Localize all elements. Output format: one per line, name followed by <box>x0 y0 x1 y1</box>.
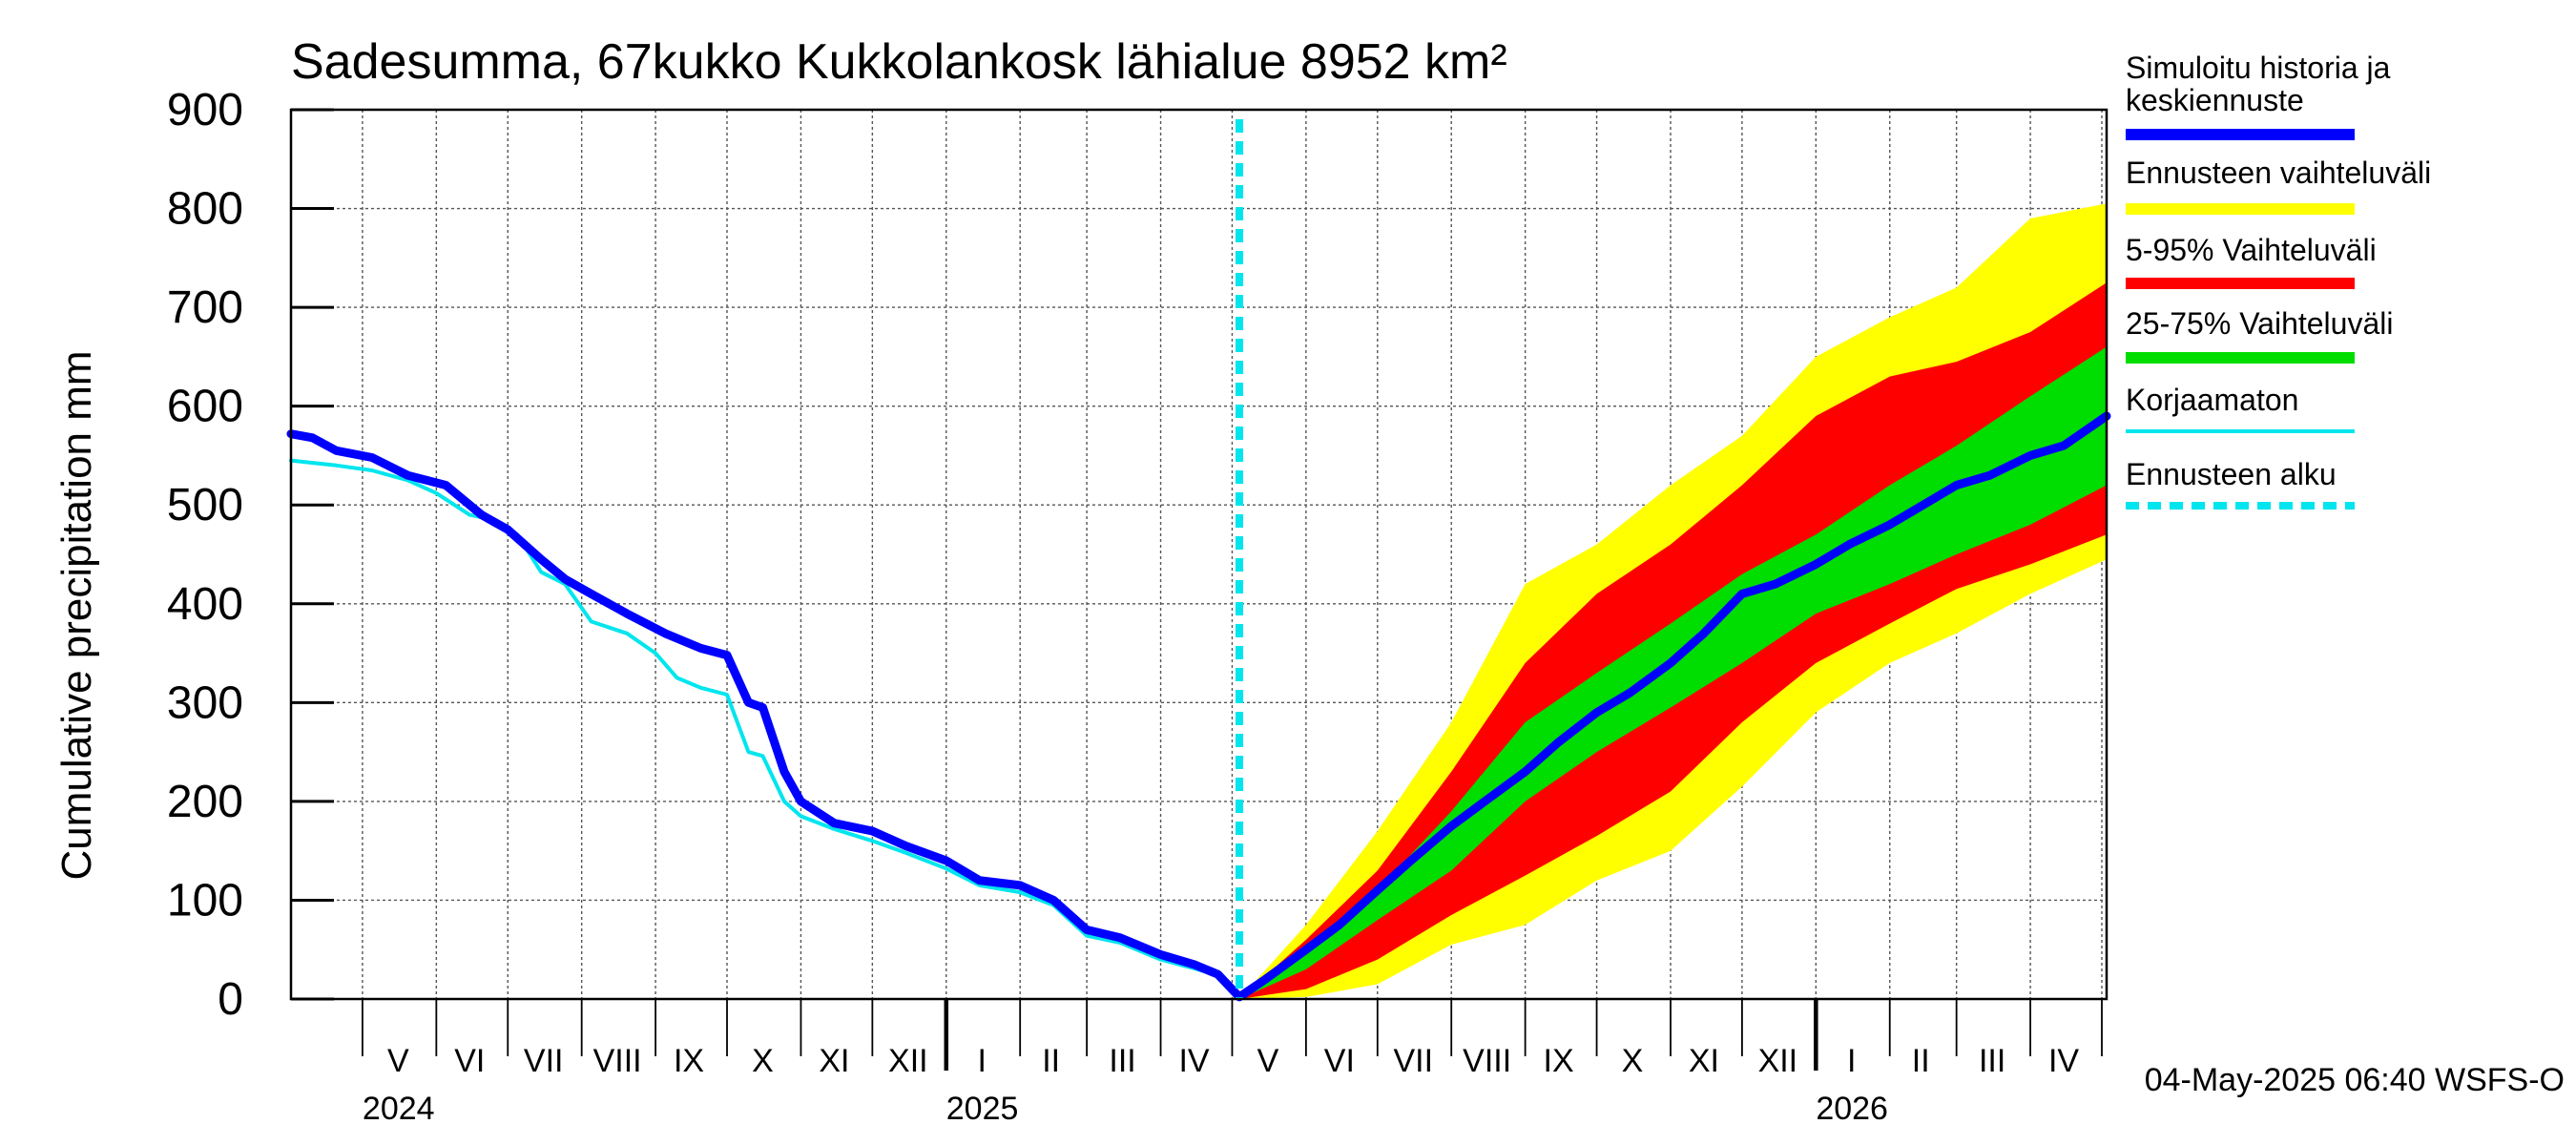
y-tick-label: 0 <box>218 974 243 1025</box>
x-month-label: I <box>1847 1043 1856 1079</box>
x-month-label: V <box>387 1043 409 1079</box>
x-year-label: 2025 <box>946 1091 1019 1127</box>
x-month-label: X <box>1622 1043 1644 1079</box>
y-tick-label: 100 <box>167 875 243 926</box>
x-axis: V VI VII VIII IX X XI XII I II III IV V VI VII VIII IX X X… <box>362 999 2103 1127</box>
x-month-label: VI <box>1324 1043 1355 1079</box>
legend-label: 5-95% Vaihteluväli <box>2126 233 2377 267</box>
x-month-label: I <box>978 1043 987 1079</box>
x-month-label: XII <box>888 1043 928 1079</box>
x-month-label: VIII <box>1463 1043 1511 1079</box>
forecast-bands <box>1239 203 2107 999</box>
x-month-label: II <box>1912 1043 1930 1079</box>
x-month-label: II <box>1042 1043 1060 1079</box>
y-tick-label: 700 <box>167 282 243 333</box>
y-axis-ticks: 0 100 200 300 400 500 600 700 800 900 <box>167 85 334 1025</box>
y-tick-label: 200 <box>167 777 243 827</box>
y-axis-label: Cumulative precipitation mm <box>53 350 100 880</box>
legend-label: Simuloitu historia ja <box>2126 51 2391 85</box>
legend-label: 25-75% Vaihteluväli <box>2126 306 2393 341</box>
mean-series-line <box>286 411 2111 1002</box>
x-month-label: IX <box>1544 1043 1574 1079</box>
legend-label: keskiennuste <box>2126 83 2304 117</box>
x-month-label: XI <box>1689 1043 1719 1079</box>
y-tick-label: 600 <box>167 382 243 432</box>
x-year-label: 2026 <box>1816 1091 1888 1127</box>
x-month-label: VIII <box>593 1043 642 1079</box>
plot-border <box>289 108 2109 1001</box>
series-lines <box>286 119 2111 1002</box>
chart-title: Sadesumma, 67kukko Kukkolankosk lähialue… <box>291 34 1507 90</box>
x-month-label: XII <box>1758 1043 1798 1079</box>
legend-label: Korjaamaton <box>2126 383 2298 417</box>
y-tick-label: 900 <box>167 85 243 135</box>
x-month-label: VII <box>1393 1043 1433 1079</box>
x-month-label: X <box>752 1043 774 1079</box>
y-tick-label: 300 <box>167 677 243 728</box>
x-month-label: IX <box>674 1043 704 1079</box>
x-month-label: IV <box>1178 1043 1209 1079</box>
x-month-label: III <box>1109 1043 1135 1079</box>
plot-frame <box>289 108 2109 1001</box>
legend-label: Ennusteen alku <box>2126 457 2337 491</box>
x-month-label: VI <box>454 1043 485 1079</box>
y-tick-label: 800 <box>167 184 243 235</box>
x-month-label: VII <box>524 1043 564 1079</box>
x-month-label: V <box>1257 1043 1279 1079</box>
legend-label: Ennusteen vaihteluväli <box>2126 156 2431 190</box>
y-tick-label: 400 <box>167 579 243 630</box>
x-month-label: IV <box>2048 1043 2079 1079</box>
y-tick-label: 500 <box>167 480 243 531</box>
band-25-75-vaihteluv-li <box>1239 346 2107 999</box>
x-month-label: XI <box>819 1043 849 1079</box>
footer-timestamp: 04-May-2025 06:40 WSFS-O <box>2145 1062 2565 1098</box>
x-month-label: III <box>1979 1043 2005 1079</box>
x-year-label: 2024 <box>363 1091 435 1127</box>
